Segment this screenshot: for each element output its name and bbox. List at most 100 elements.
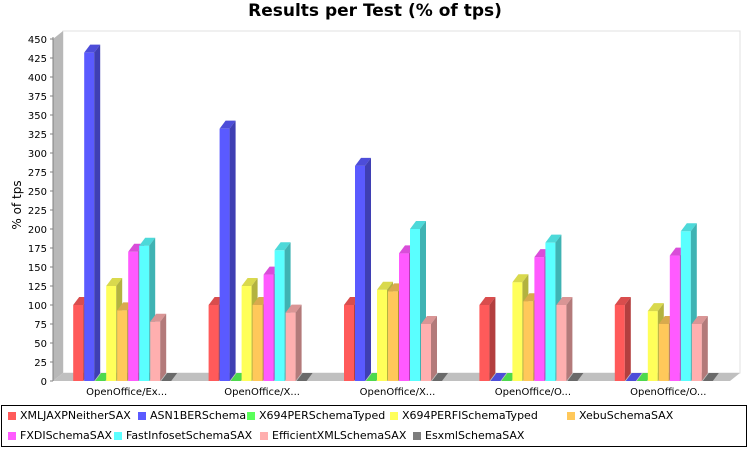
bar [84,44,101,382]
legend-label: FastInfosetSchemaSAX [126,429,253,442]
bar-side [229,120,236,382]
side-wall [53,31,63,381]
legend-item: XebuSchemaSAX [567,409,673,422]
bar-front [263,274,274,381]
legend: XMLJAXPNeitherSAX ASN1BERSchema X694PERSch… [1,405,747,447]
bar-front [556,305,567,381]
bar-side [94,44,101,382]
bar-front [421,324,431,381]
bar-front [252,305,263,381]
bar-top [512,274,529,283]
chart-title: Results per Test (% of tps) [248,1,502,21]
bar-front [274,250,285,381]
bar-front [691,324,702,381]
legend-swatch [8,411,16,420]
bar-front [388,291,398,381]
bar-front [534,257,545,381]
bar-side [624,297,631,381]
bar [432,373,448,381]
bar-top [567,373,584,381]
y-tick-label: 225 [28,206,47,217]
bar-top [647,303,664,312]
y-tick-label: 0 [41,377,47,388]
legend-label: X694PERFISchemaTyped [402,409,538,422]
x-tick-label: OpenOffice/O... [630,387,706,398]
bar-front [399,253,409,381]
legend-swatch [260,431,268,440]
y-tick-label: 100 [28,301,47,312]
legend-swatch [247,411,255,420]
bars [73,44,719,382]
bar-front [84,52,95,382]
y-tick-label: 125 [28,282,47,293]
y-tick-label: 425 [28,54,47,65]
bar-front [208,305,219,381]
bar-front [658,324,669,381]
bar [702,373,719,381]
legend-item: X694PERFISchemaTyped [390,409,538,422]
bar-front [344,305,354,381]
bar [285,304,302,381]
legend-label: XMLJAXPNeitherSAX [20,409,131,422]
bar-side [365,157,371,381]
y-axis: 0 25 50 75 100 125 150 175 200 225 250 275 300 325 350… [28,35,54,388]
bar [296,373,313,381]
legend-item: FXDISchemaSAX [8,429,112,442]
bar-front [150,321,161,381]
y-tick-label: 250 [28,187,47,198]
legend-label: XebuSchemaSAX [579,409,674,422]
bar-chart: 0 25 50 75 100 125 150 175 200 225 250 275 300 325 350… [10,30,741,398]
y-tick-label: 150 [28,263,47,274]
legend-item: FastInfosetSchemaSAX [114,429,252,442]
y-axis-label: % of tps [10,180,24,229]
bar [614,297,631,381]
bar-front [219,128,230,381]
y-tick-label: 450 [28,35,47,46]
bar-top [545,234,562,243]
y-tick-label: 325 [28,130,47,141]
y-tick-label: 400 [28,73,47,84]
bar-top [150,313,167,322]
bar-front [479,305,490,381]
bar-top [274,242,291,251]
bar-top [702,373,719,381]
bar-top [691,316,708,324]
legend-label: EsxmlSchemaSAX [425,429,525,442]
bar-front [669,255,680,381]
bar-top [680,223,697,232]
bar-side [701,316,708,381]
bar-side [566,297,573,381]
bar-side [431,316,437,381]
bar-front [106,286,117,381]
legend-label: EfficientXMLSchemaSAX [272,429,407,442]
bar-top [161,373,178,381]
bar [490,373,507,381]
bar-top [556,297,573,305]
y-tick-label: 175 [28,244,47,255]
legend-item: XMLJAXPNeitherSAX [8,409,131,422]
legend-item: ASN1BERSchema [138,409,246,422]
bar-front [512,282,523,381]
legend-swatch [390,411,398,420]
bar-front [285,312,296,381]
legend-label: X694PERSchemaTyped [259,409,386,422]
y-tick-label: 25 [34,358,47,369]
bar [567,373,584,381]
bar-top [614,297,631,305]
bar-top [84,44,101,53]
legend-item: X694PERSchemaTyped [247,409,385,422]
bar-top [432,373,448,381]
bar-front [128,251,139,381]
legend-item: EsxmlSchemaSAX [413,429,524,442]
y-tick-label: 300 [28,149,47,160]
bar [479,297,496,381]
bar-top [355,157,371,166]
y-tick-label: 375 [28,92,47,103]
legend-swatch [138,411,146,420]
bar-top [285,304,302,313]
x-tick-label: OpenOffice/X... [360,387,436,398]
bar-top [377,281,393,290]
bar-side [489,297,496,381]
x-tick-label: OpenOffice/X... [224,387,300,398]
bar-top [296,373,313,381]
